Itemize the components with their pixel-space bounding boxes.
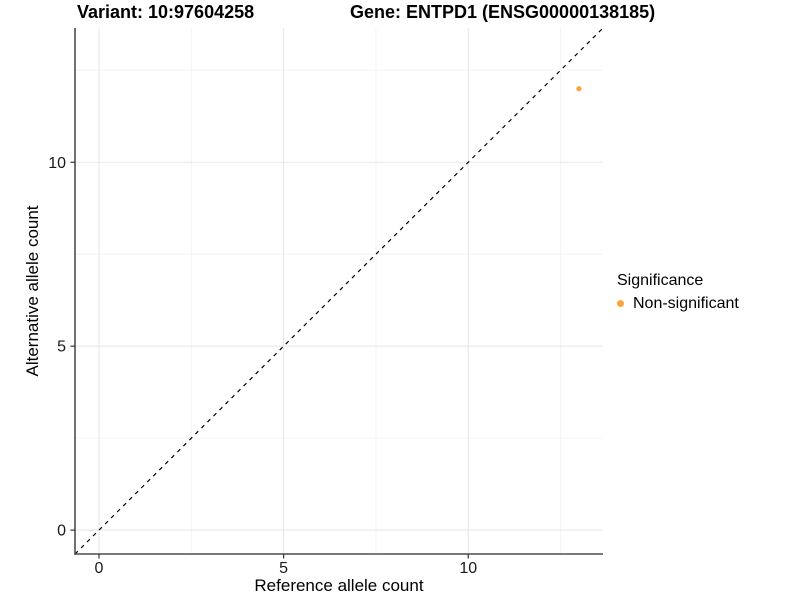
data-point bbox=[576, 86, 582, 92]
y-tick-label: 0 bbox=[57, 523, 66, 540]
x-tick-label: 5 bbox=[279, 560, 288, 577]
legend-entry: Non-significant bbox=[617, 294, 739, 313]
identity-line bbox=[74, 27, 604, 555]
y-tick-label: 5 bbox=[57, 339, 66, 356]
legend-entry-label: Non-significant bbox=[633, 295, 739, 312]
legend-title: Significance bbox=[617, 272, 704, 289]
x-tick-label: 10 bbox=[459, 560, 477, 577]
y-axis-title: Alternative allele count bbox=[23, 205, 42, 376]
plot-title-gene: Gene: ENTPD1 (ENSG00000138185) bbox=[350, 2, 655, 22]
legend-point-icon bbox=[617, 300, 624, 307]
x-tick-label: 0 bbox=[95, 560, 104, 577]
legend: Significance Non-significant bbox=[617, 271, 739, 313]
x-axis-title: Reference allele count bbox=[254, 576, 423, 595]
plot-title-variant: Variant: 10:97604258 bbox=[77, 2, 254, 22]
y-tick-label: 10 bbox=[48, 155, 66, 172]
